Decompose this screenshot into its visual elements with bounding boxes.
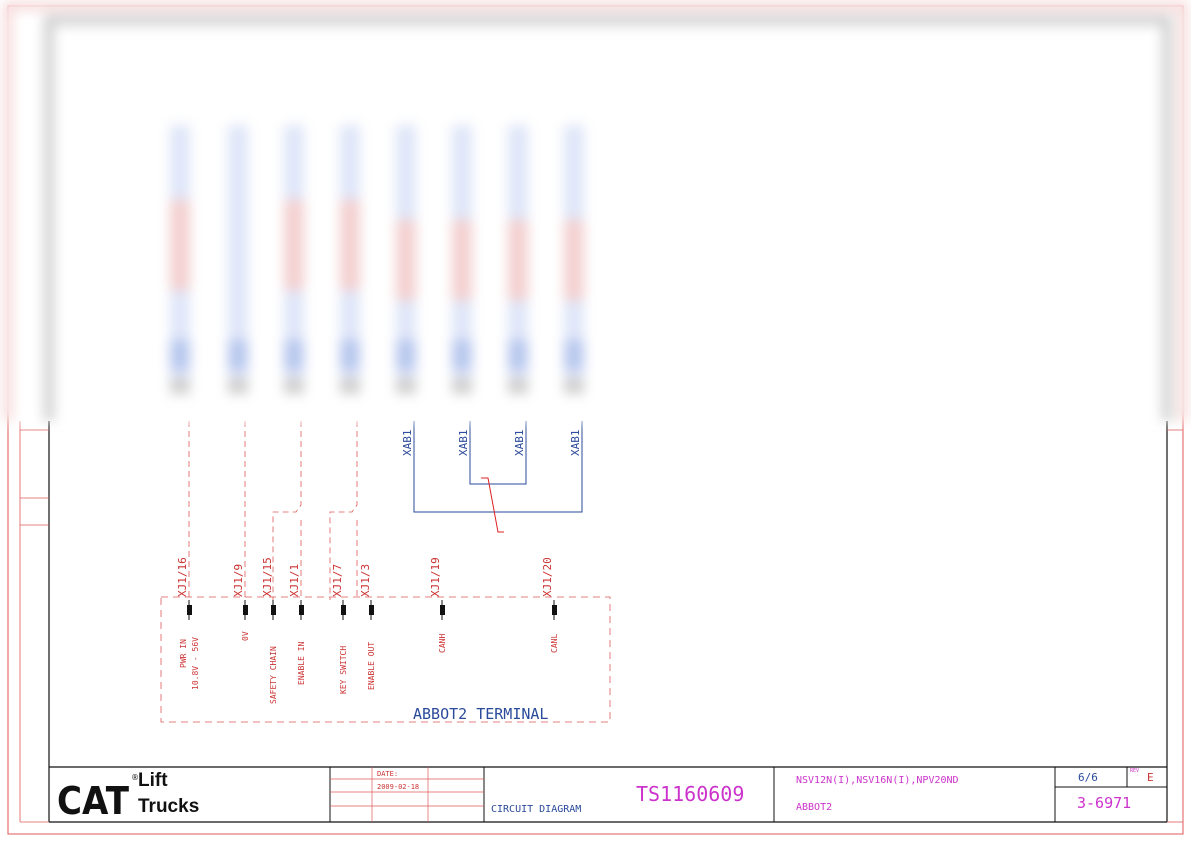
sheet-number: 6/6 [1078, 771, 1098, 784]
title-block: DATE: 2009-02-18 CAT ® Lift Trucks CIRCU… [49, 766, 1167, 823]
xab-loops [413, 421, 583, 513]
xab-label: XAB1 [401, 430, 414, 457]
blurred-columns [170, 125, 584, 394]
pin-enable-out: XJ1/3 ENABLE OUT [359, 564, 376, 690]
models: NSV12N(I),NSV16N(I),NPV20ND [796, 775, 959, 786]
pin-ref: XJ1/7 [331, 564, 344, 597]
pin-ref: XJ1/1 [288, 564, 301, 597]
terminal-box [160, 596, 611, 723]
pin-label: CANH [438, 634, 447, 653]
blurred-inner-frame [44, 15, 1172, 421]
twisted-pair-mark [481, 477, 504, 533]
doc-number: TS1160609 [636, 782, 744, 806]
logo-main: CAT [57, 779, 129, 823]
pin-label: ENABLE OUT [367, 642, 376, 690]
pin-label: PWR IN [179, 639, 188, 668]
pin-ref: XJ1/9 [232, 564, 245, 597]
wire-safety-chain [272, 421, 302, 600]
connector-pins: XJ1/16 PWR IN 10.8V - 56V XJ1/9 0V XJ1/1… [176, 557, 559, 704]
pin-key-switch: XJ1/7 KEY SWITCH [331, 564, 348, 694]
date-label: DATE: [377, 770, 398, 778]
pin-label: SAFETY CHAIN [269, 646, 278, 704]
date-value: 2009-02-18 [377, 783, 419, 791]
blurred-region [5, 3, 1186, 421]
pin-ref: XJ1/19 [429, 557, 442, 597]
pin-ref: XJ1/3 [359, 564, 372, 597]
unit-name: ABBOT2 [796, 802, 832, 813]
xab-inner-loop [469, 421, 527, 485]
logo-sub-lift: Lift [138, 770, 168, 791]
pin-canh: XJ1/19 CANH [429, 557, 447, 653]
doc-type: CIRCUIT DIAGRAM [491, 804, 581, 815]
revision-grid [330, 767, 484, 822]
xab-outer-loop [413, 421, 583, 513]
rev-label: REV [1130, 768, 1139, 774]
xab-label: XAB1 [569, 430, 582, 457]
terminal-label: ABBOT2 TERMINAL [413, 705, 548, 723]
pin-ref: XJ1/15 [261, 557, 274, 597]
pin-ref: XJ1/20 [541, 557, 554, 597]
pin-ref: XJ1/16 [176, 557, 189, 597]
pin-label: 0V [241, 631, 250, 641]
pin-label: ENABLE IN [297, 641, 306, 685]
pin-0v: XJ1/9 0V [232, 564, 250, 641]
blurred-frame [5, 3, 1186, 421]
pin-safety-chain: XJ1/15 SAFETY CHAIN [261, 557, 278, 704]
cat-logo: CAT ® Lift Trucks [57, 770, 199, 823]
pin-pwr-in: XJ1/16 PWR IN 10.8V - 56V [176, 557, 200, 690]
pin-label: CANL [550, 634, 559, 653]
logo-registered: ® [131, 773, 139, 782]
rev-value: E [1147, 771, 1154, 784]
wires [188, 421, 358, 600]
xab-label: XAB1 [457, 430, 470, 457]
pin-label-range: 10.8V - 56V [191, 637, 200, 690]
logo-sub-trucks: Trucks [138, 796, 199, 817]
pin-canl: XJ1/20 CANL [541, 557, 559, 653]
xab-label: XAB1 [513, 430, 526, 457]
pin-label: KEY SWITCH [339, 646, 348, 694]
drawing-number: 3-6971 [1077, 794, 1131, 812]
xab-labels: XAB1 XAB1 XAB1 XAB1 [401, 430, 582, 457]
pin-enable-in: XJ1/1 ENABLE IN [288, 564, 306, 685]
wire-key-switch [329, 421, 358, 600]
